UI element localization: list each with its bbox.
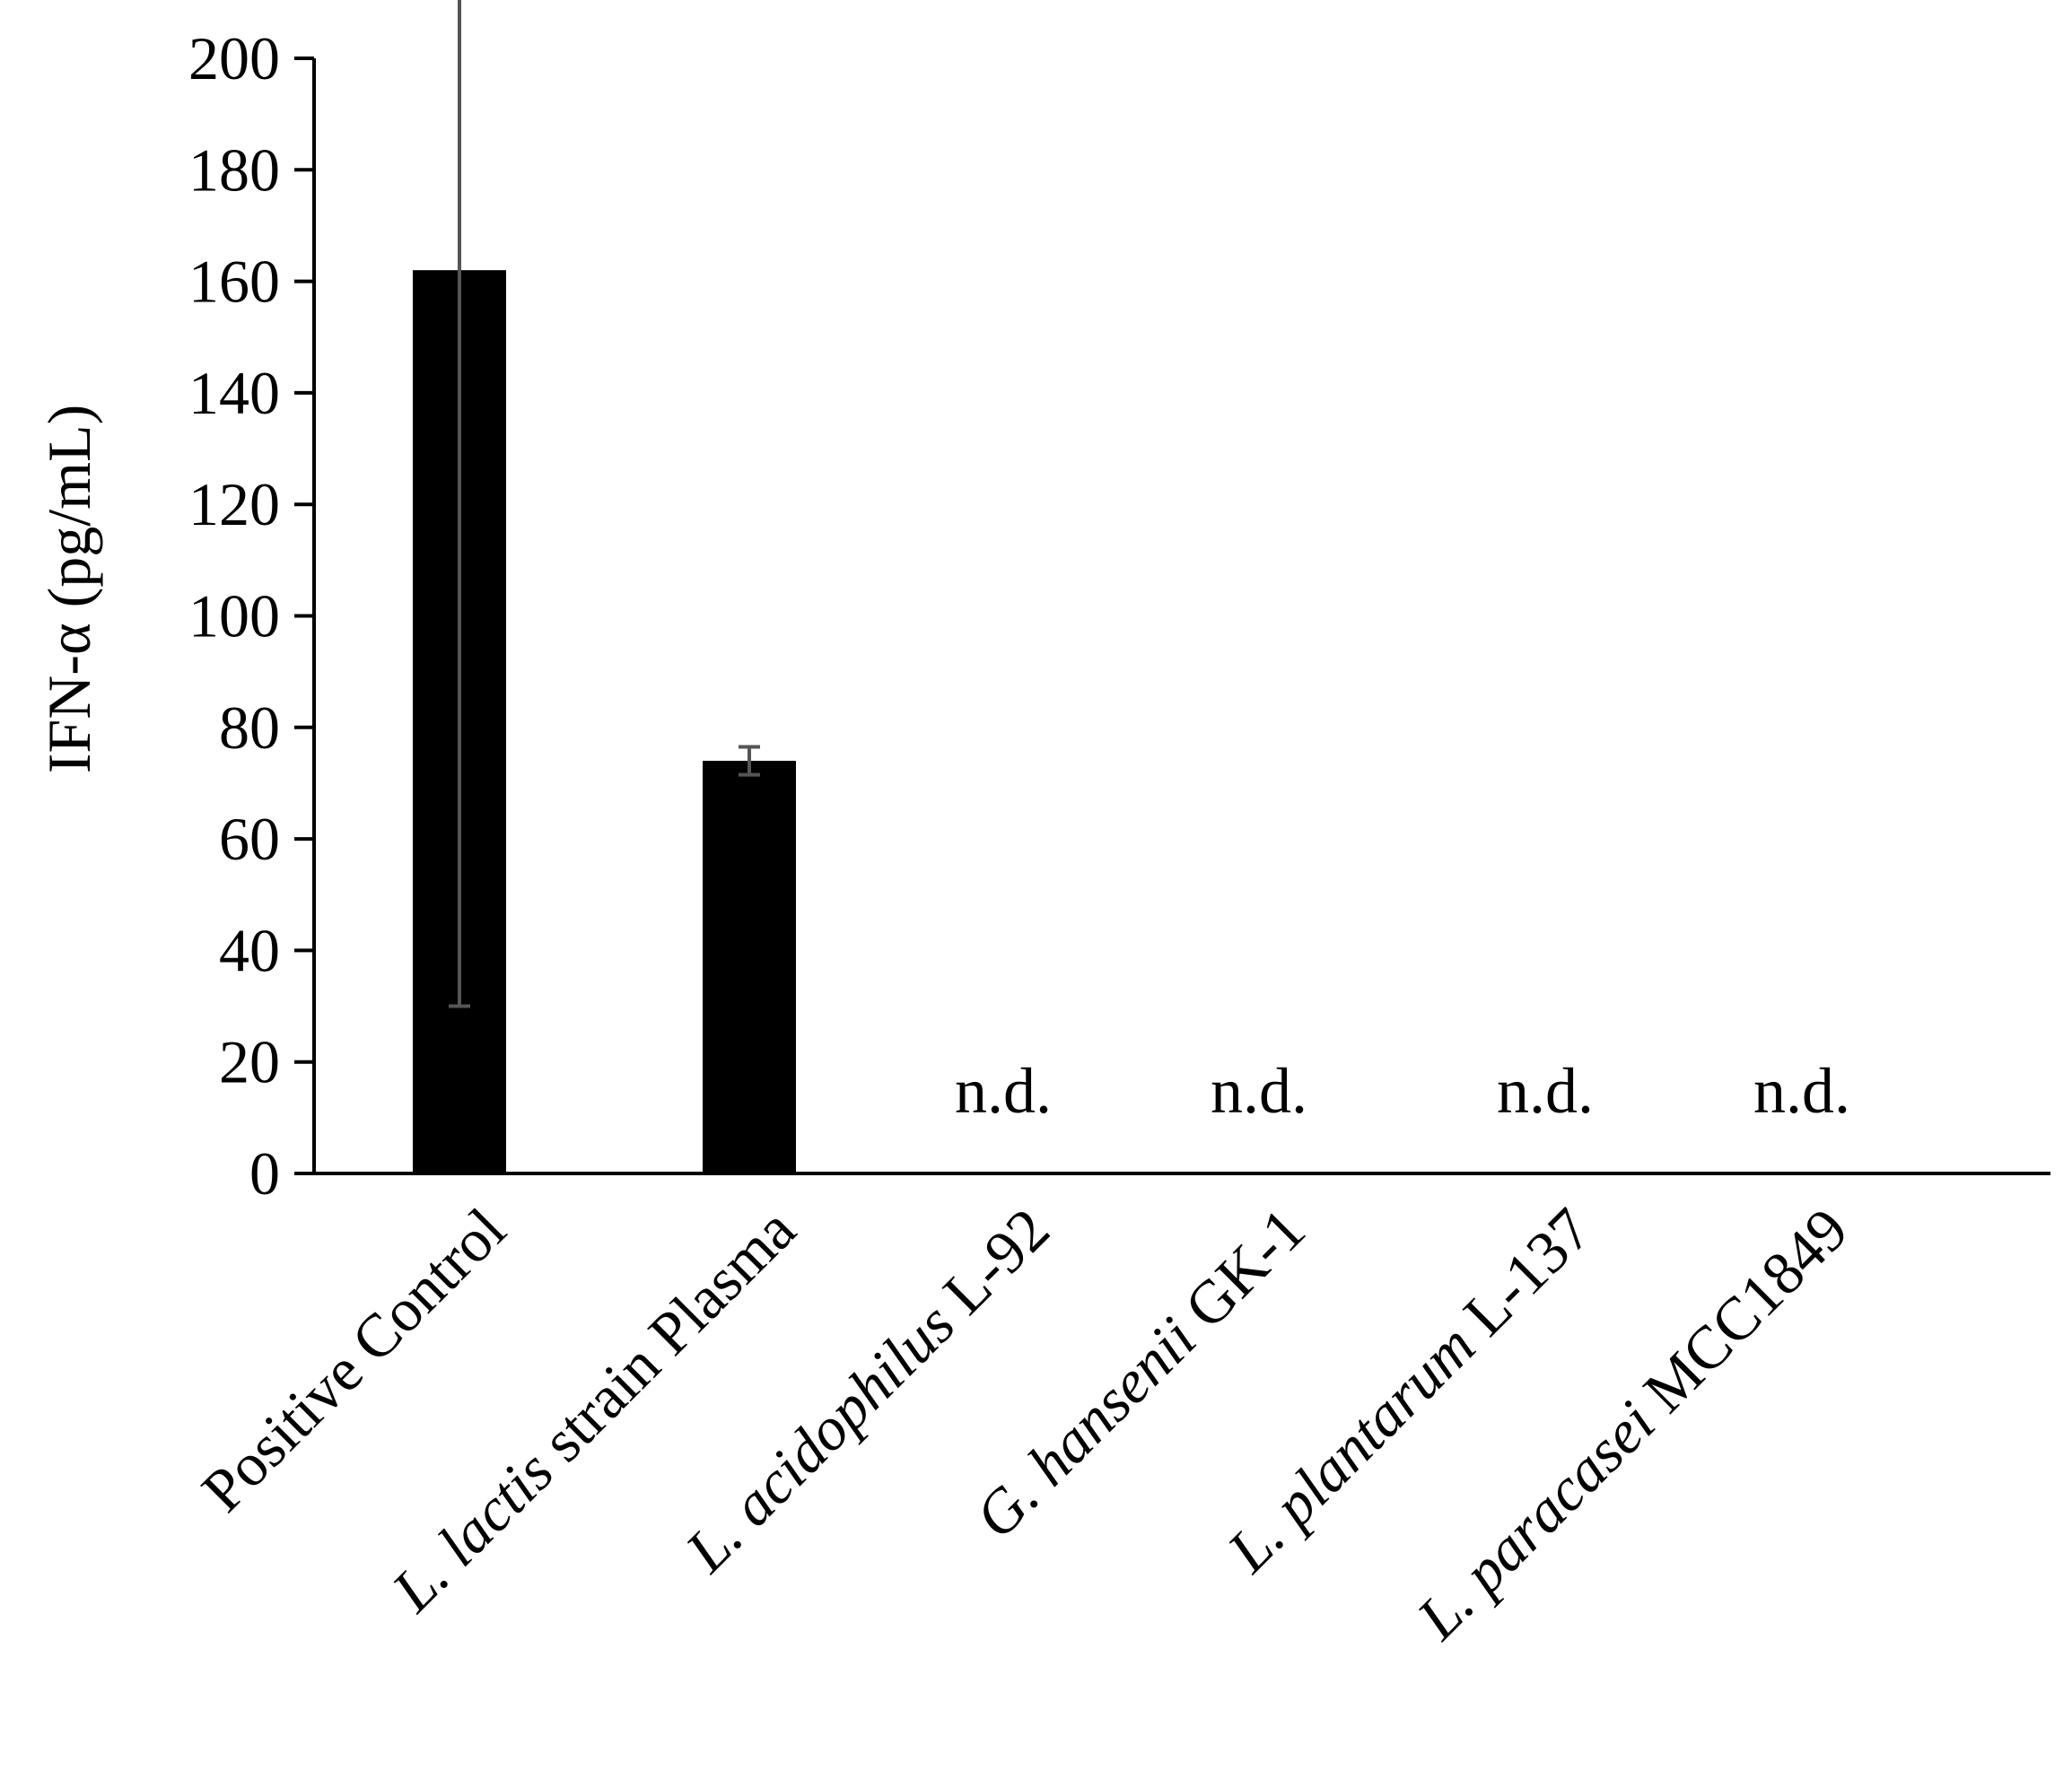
annotations: n.d. n.d. n.d. n.d. bbox=[955, 1055, 1850, 1127]
y-tick-label: 20 bbox=[219, 1028, 280, 1096]
error-bars bbox=[449, 0, 760, 1008]
not-detected-label: n.d. bbox=[1497, 1055, 1594, 1127]
y-tick-label: 180 bbox=[188, 135, 280, 204]
category-strain-name: GK-1 bbox=[1160, 1195, 1317, 1352]
not-detected-label: n.d. bbox=[1753, 1055, 1850, 1127]
y-tick-label: 100 bbox=[188, 582, 280, 650]
category-strain-name: MCC1849 bbox=[1620, 1195, 1861, 1436]
not-detected-label: n.d. bbox=[1211, 1055, 1307, 1127]
y-tick-label: 60 bbox=[219, 805, 280, 873]
y-tick-label: 40 bbox=[219, 916, 280, 984]
y-tick-label: 140 bbox=[188, 359, 280, 427]
category-strain-name: L-137 bbox=[1439, 1195, 1604, 1359]
category-species-name: L. paracasei bbox=[1403, 1388, 1668, 1653]
y-axis-ticks: 0 20 40 60 80 100 120 140 160 180 200 bbox=[188, 24, 314, 1208]
y-tick-label: 200 bbox=[188, 24, 280, 92]
category-species-name: G. hansenii bbox=[962, 1304, 1209, 1550]
y-tick-label: 160 bbox=[188, 248, 280, 316]
bars bbox=[413, 270, 796, 1173]
category-species-name: L. plantarum bbox=[1213, 1311, 1488, 1585]
bar bbox=[703, 761, 796, 1173]
category-strain-name: Positive Control bbox=[188, 1195, 519, 1525]
category-species-name: L. lactis bbox=[378, 1437, 565, 1625]
category-strain-name: strain Plasma bbox=[518, 1195, 809, 1486]
y-tick-label: 80 bbox=[219, 693, 280, 762]
y-axis-title: IFN-α (pg/mL) bbox=[35, 405, 103, 773]
y-tick-label: 120 bbox=[188, 470, 280, 538]
x-category-label: Positive Control bbox=[188, 1195, 519, 1525]
y-tick-label: 0 bbox=[249, 1139, 280, 1208]
x-category-label: L. paracasei MCC1849 bbox=[1403, 1195, 1861, 1653]
not-detected-label: n.d. bbox=[955, 1055, 1052, 1127]
